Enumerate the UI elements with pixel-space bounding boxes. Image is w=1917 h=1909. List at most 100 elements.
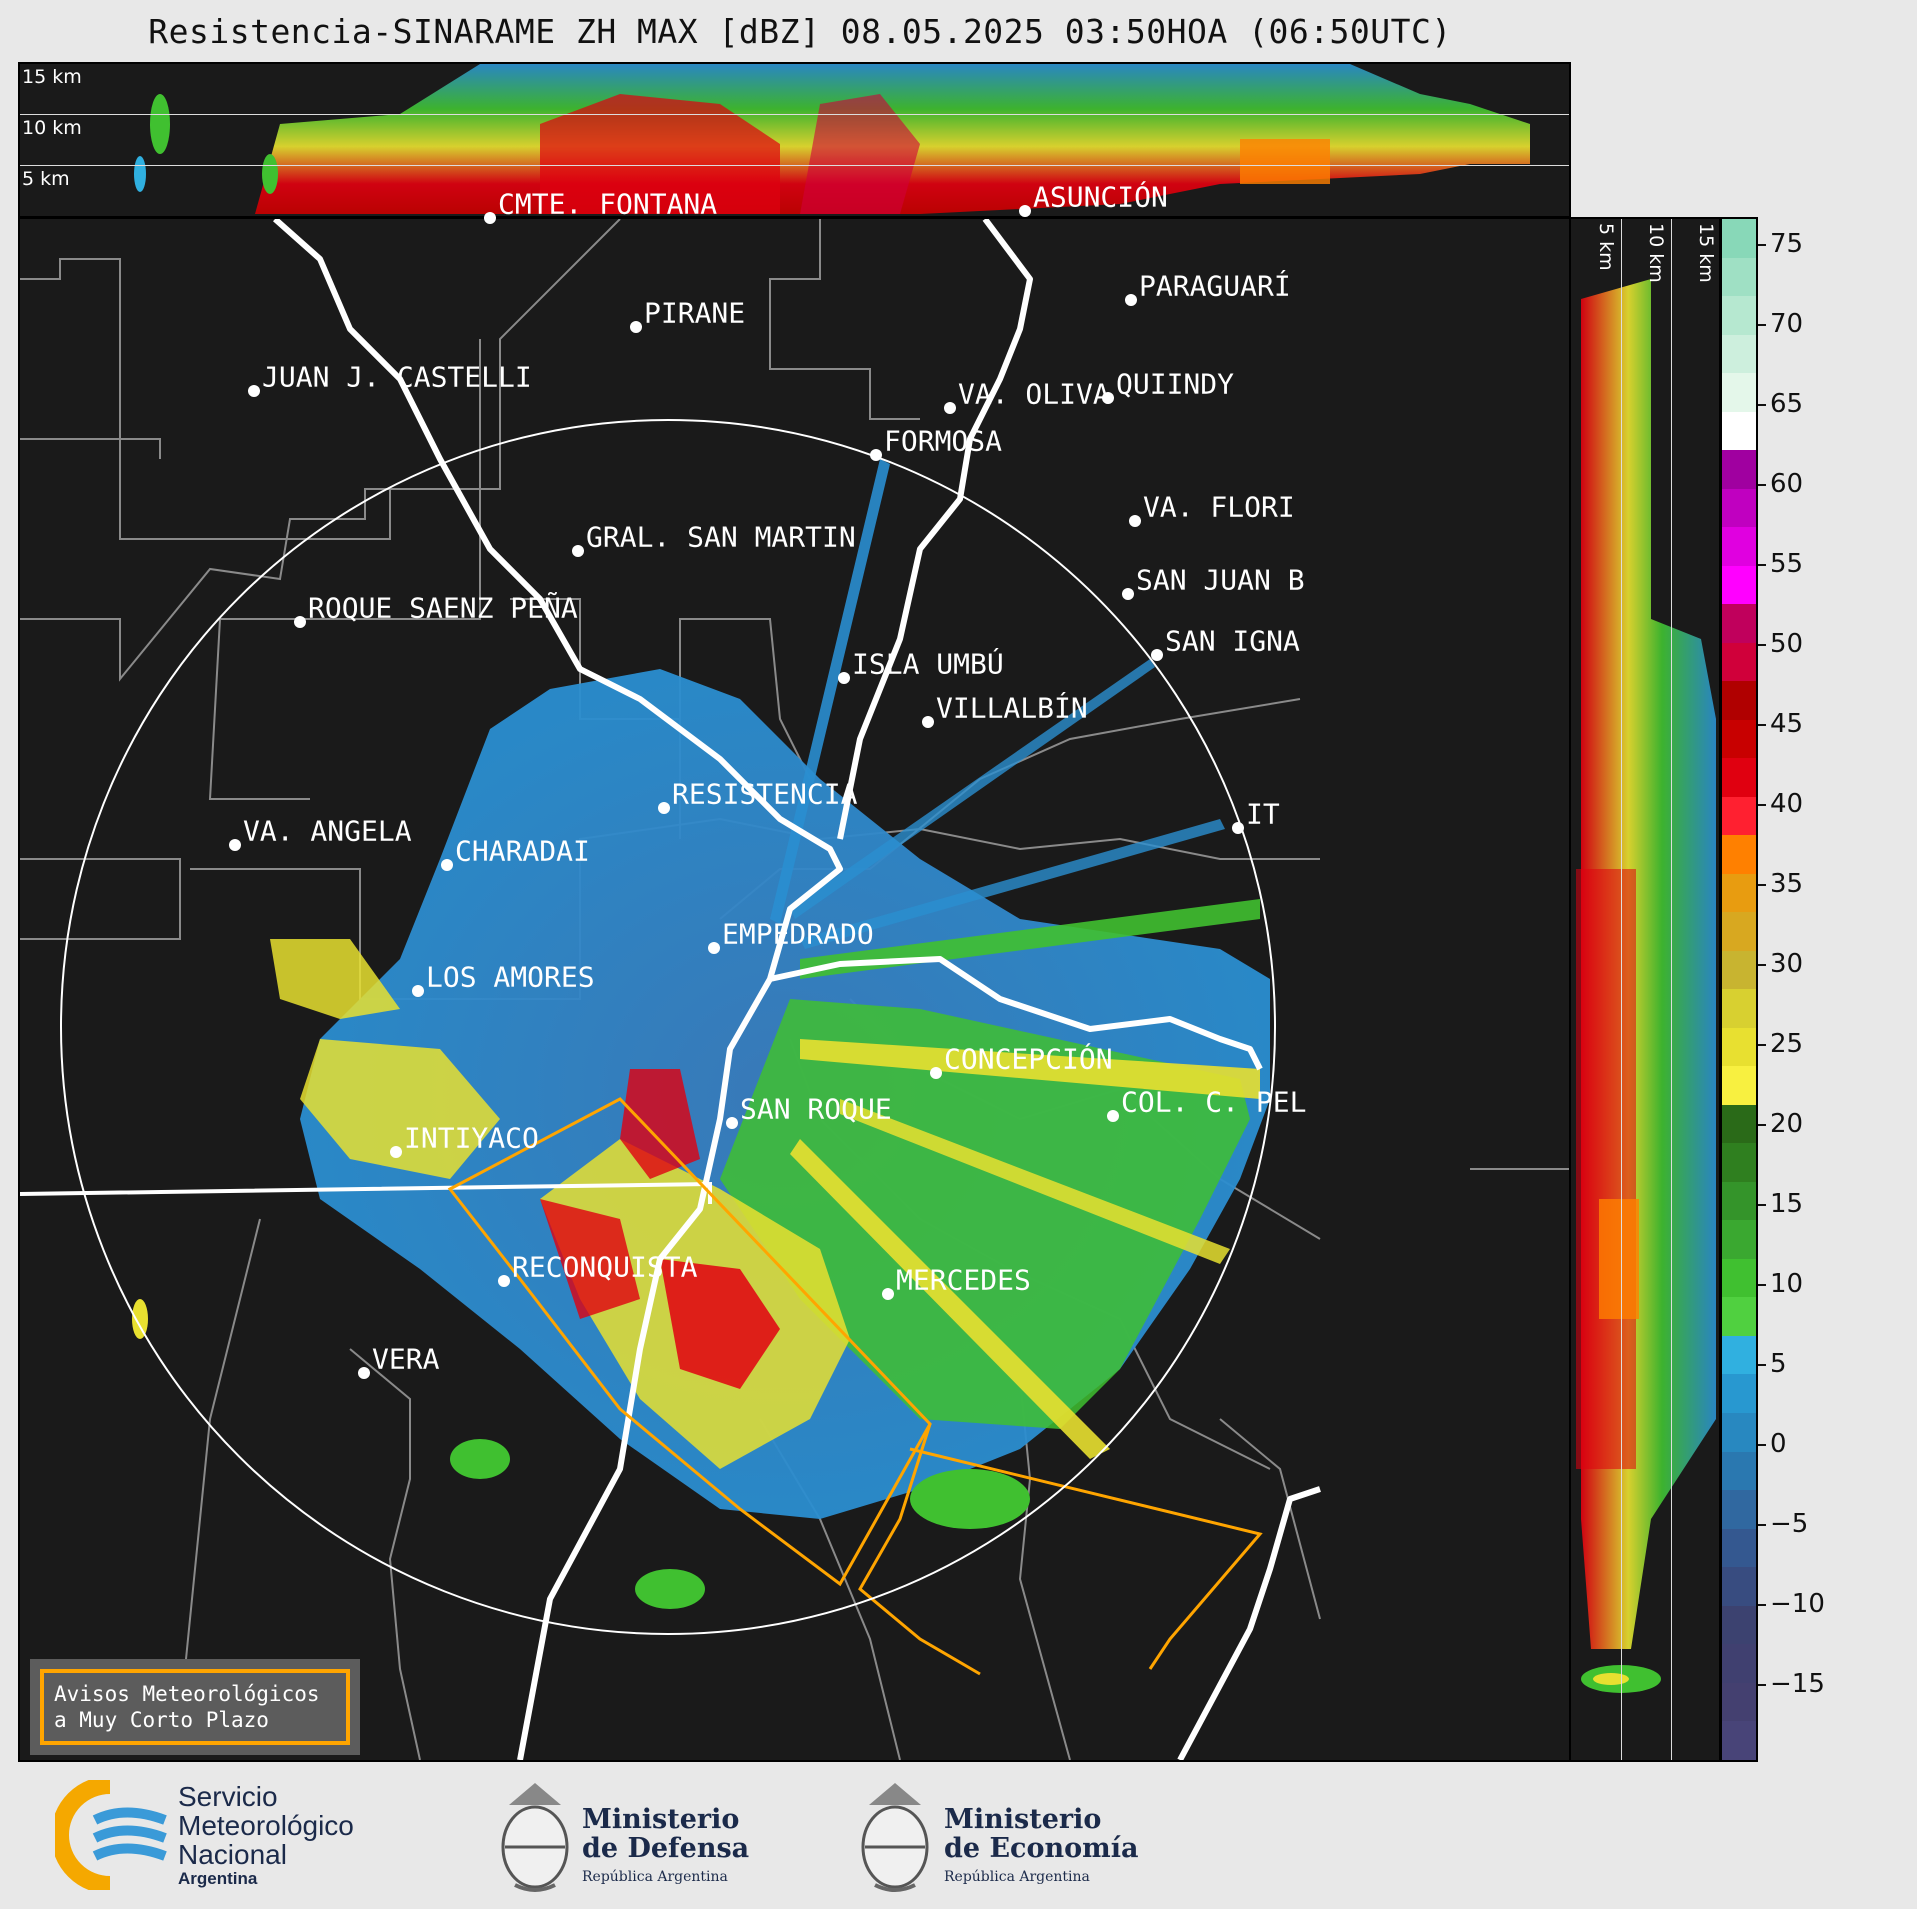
city-marker xyxy=(229,839,241,851)
rivers xyxy=(273,219,1321,1760)
city-marker xyxy=(1129,515,1141,527)
city-marker xyxy=(630,321,642,333)
city-label: VA. OLIVA xyxy=(958,377,1110,411)
colorbar-tick xyxy=(1758,244,1766,246)
city-marker xyxy=(1125,294,1137,306)
colorbar-tick-label: 70 xyxy=(1770,309,1804,339)
city-label: JUAN J. CASTELLI xyxy=(262,360,532,394)
economia-line1: Ministerio xyxy=(944,1804,1102,1835)
city-marker xyxy=(498,1275,510,1287)
colorbar-segment xyxy=(1722,873,1756,913)
colorbar-tick-label: −10 xyxy=(1770,1589,1825,1619)
colorbar-segment xyxy=(1722,604,1756,643)
height-label-15km: 15 km xyxy=(22,66,82,88)
city-marker xyxy=(294,616,306,628)
city-marker xyxy=(390,1146,402,1158)
colorbar-segment xyxy=(1722,642,1756,682)
defensa-line3: República Argentina xyxy=(582,1869,728,1885)
colorbar-tick-label: 10 xyxy=(1770,1269,1804,1299)
city-marker xyxy=(1107,1110,1119,1122)
colorbar-tick xyxy=(1758,564,1766,566)
colorbar-segment xyxy=(1722,1721,1756,1760)
city-label: VILLALBÍN xyxy=(936,691,1088,725)
city-label: EMPEDRADO xyxy=(722,917,874,951)
colorbar-segment xyxy=(1722,411,1756,451)
defensa-line2: de Defensa xyxy=(582,1833,750,1864)
city-label: SAN IGNA xyxy=(1165,624,1300,658)
city-label: CMTE. FONTANA xyxy=(498,187,718,221)
colorbar-tick xyxy=(1758,484,1766,486)
city-marker xyxy=(1151,649,1163,661)
colorbar-segment xyxy=(1722,488,1756,528)
top-cross-section: 15 km 10 km 5 km xyxy=(18,62,1571,218)
city-label: MERCEDES xyxy=(896,1263,1031,1297)
colorbar-segment xyxy=(1722,257,1756,297)
city-label: IT xyxy=(1246,797,1280,831)
economia-line3: República Argentina xyxy=(944,1869,1090,1885)
colorbar xyxy=(1720,217,1758,1762)
colorbar-segment xyxy=(1722,950,1756,990)
city-label: VERA xyxy=(372,1342,440,1376)
chart-title: Resistencia-SINARAME ZH MAX [dBZ] 08.05.… xyxy=(148,12,1452,51)
colorbar-tick xyxy=(1758,404,1766,406)
colorbar-tick-label: −15 xyxy=(1770,1669,1825,1699)
right-height-label-15km: 15 km xyxy=(1695,223,1717,283)
colorbar-tick xyxy=(1758,1284,1766,1286)
colorbar-tick-label: 45 xyxy=(1770,709,1804,739)
colorbar-segment xyxy=(1722,1567,1756,1606)
colorbar-tick xyxy=(1758,1124,1766,1126)
colorbar-tick-label: 5 xyxy=(1770,1349,1787,1379)
colorbar-tick xyxy=(1758,1524,1766,1526)
colorbar-segment xyxy=(1722,1027,1756,1067)
colorbar-segment xyxy=(1722,681,1756,720)
colorbar-segment xyxy=(1722,1181,1756,1221)
colorbar-tick xyxy=(1758,964,1766,966)
colorbar-tick-label: 20 xyxy=(1770,1109,1804,1139)
colorbar-segment xyxy=(1722,912,1756,951)
city-marker xyxy=(248,385,260,397)
colorbar-segment xyxy=(1722,1451,1756,1491)
colorbar-tick-label: 75 xyxy=(1770,229,1804,259)
colorbar-segment xyxy=(1722,373,1756,412)
colorbar-tick xyxy=(1758,1684,1766,1686)
smn-line3: Nacional xyxy=(178,1839,287,1870)
colorbar-tick-label: 60 xyxy=(1770,469,1804,499)
colorbar-tick xyxy=(1758,724,1766,726)
coat-of-arms-icon xyxy=(861,1783,929,1892)
colorbar-segment xyxy=(1722,219,1756,258)
city-label: RESISTENCIA xyxy=(672,777,858,811)
colorbar-tick xyxy=(1758,1204,1766,1206)
city-marker xyxy=(882,1288,894,1300)
city-label: PARAGUARÍ xyxy=(1139,269,1291,303)
city-marker xyxy=(1019,205,1031,217)
colorbar-tick-label: 15 xyxy=(1770,1189,1804,1219)
colorbar-tick xyxy=(1758,1044,1766,1046)
colorbar-segment xyxy=(1722,334,1756,374)
colorbar-tick-label: 25 xyxy=(1770,1029,1804,1059)
colorbar-tick xyxy=(1758,1444,1766,1446)
colorbar-segment xyxy=(1722,450,1756,489)
colorbar-segment xyxy=(1722,1220,1756,1259)
radar-map: CMTE. FONTANA ASUNCIÓN PARAGUARÍ PIRANE JUAN… xyxy=(18,181,1571,1762)
colorbar-segment xyxy=(1722,1335,1756,1375)
top-cross-section-echoes xyxy=(134,64,1530,214)
city-marker xyxy=(658,802,670,814)
city-marker xyxy=(412,985,424,997)
city-label: COL. C. PEL xyxy=(1121,1085,1307,1119)
city-label: FORMOSA xyxy=(884,424,1003,458)
right-cross-section-echoes xyxy=(1576,279,1716,1693)
city-label: ISLA UMBÚ xyxy=(852,647,1004,681)
colorbar-tick xyxy=(1758,1604,1766,1606)
colorbar-segment xyxy=(1722,1374,1756,1413)
city-marker xyxy=(1232,822,1244,834)
warning-legend-line1: Avisos Meteorológicos xyxy=(54,1682,320,1706)
city-marker xyxy=(930,1067,942,1079)
city-label: CONCEPCIÓN xyxy=(944,1042,1113,1076)
city-label: RECONQUISTA xyxy=(512,1250,698,1284)
colorbar-segment xyxy=(1722,1605,1756,1645)
city-label: LOS AMORES xyxy=(426,960,595,994)
colorbar-segment xyxy=(1722,1066,1756,1105)
colorbar-tick-label: 40 xyxy=(1770,789,1804,819)
border-line xyxy=(20,1181,712,1204)
colorbar-tick xyxy=(1758,804,1766,806)
